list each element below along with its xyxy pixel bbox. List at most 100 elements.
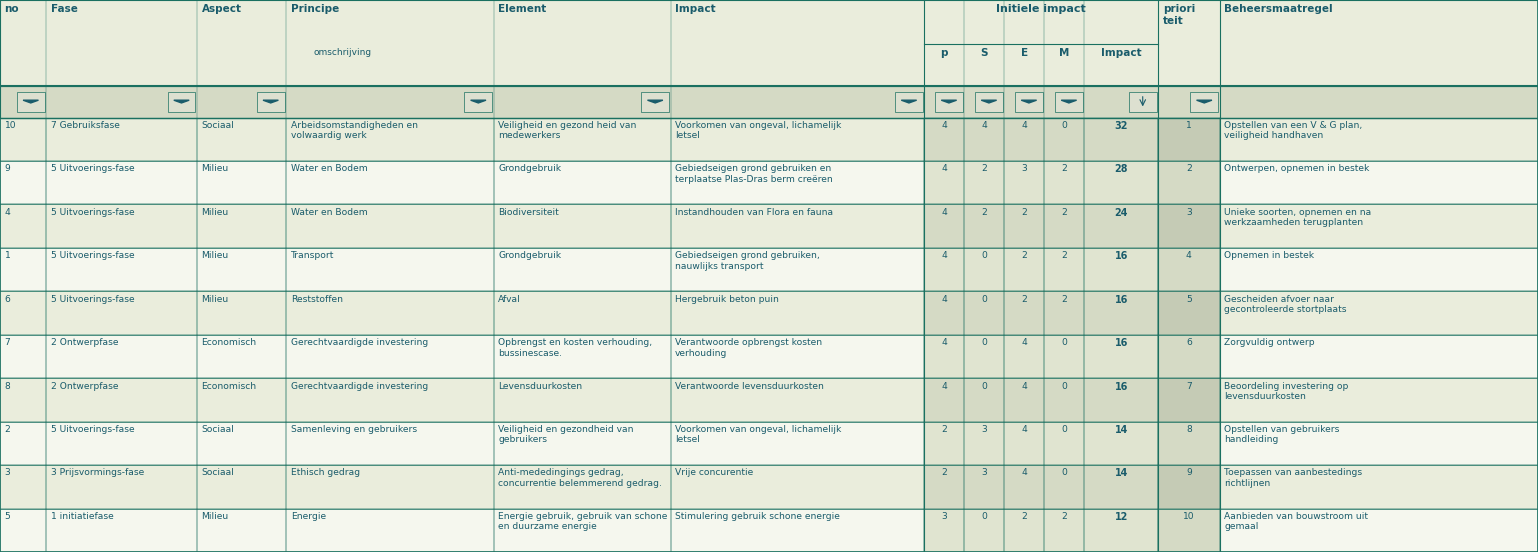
Text: Toepassen van aanbestedings
richtlijnen: Toepassen van aanbestedings richtlijnen bbox=[1224, 469, 1363, 488]
Text: 0: 0 bbox=[981, 512, 987, 521]
Text: 3: 3 bbox=[1186, 208, 1192, 217]
Bar bbox=[924, 291, 1158, 335]
Text: 2: 2 bbox=[981, 164, 987, 173]
Text: 1 initiatiefase: 1 initiatiefase bbox=[51, 512, 114, 521]
Text: 5 Uitvoerings-fase: 5 Uitvoerings-fase bbox=[51, 251, 134, 260]
Text: Aanbieden van bouwstroom uit
gemaal: Aanbieden van bouwstroom uit gemaal bbox=[1224, 512, 1369, 531]
Bar bbox=[1158, 422, 1220, 465]
Text: no: no bbox=[5, 4, 20, 14]
Text: Vrije concurentie: Vrije concurentie bbox=[675, 469, 754, 477]
Text: Verantwoorde levensduurkosten: Verantwoorde levensduurkosten bbox=[675, 381, 824, 391]
Text: 4: 4 bbox=[941, 164, 947, 173]
Text: 2: 2 bbox=[941, 469, 947, 477]
Text: M: M bbox=[1060, 48, 1069, 58]
Text: 2 Ontwerpfase: 2 Ontwerpfase bbox=[51, 338, 118, 347]
Text: priori
teit: priori teit bbox=[1163, 4, 1195, 26]
Text: 2: 2 bbox=[1021, 512, 1027, 521]
Bar bbox=[168, 92, 195, 112]
Text: Sociaal: Sociaal bbox=[201, 121, 234, 130]
Text: 4: 4 bbox=[941, 295, 947, 304]
Text: 9: 9 bbox=[1186, 469, 1192, 477]
Bar bbox=[0, 86, 1538, 118]
Polygon shape bbox=[981, 100, 997, 103]
Text: 2: 2 bbox=[1021, 251, 1027, 260]
Text: 8: 8 bbox=[1186, 425, 1192, 434]
Text: 4: 4 bbox=[941, 381, 947, 391]
Polygon shape bbox=[1021, 100, 1037, 103]
Text: 5 Uitvoerings-fase: 5 Uitvoerings-fase bbox=[51, 208, 134, 217]
Text: p: p bbox=[941, 48, 947, 58]
Text: 4: 4 bbox=[1021, 338, 1027, 347]
Text: 3: 3 bbox=[981, 469, 987, 477]
Text: 2: 2 bbox=[1061, 512, 1067, 521]
Text: 7: 7 bbox=[1186, 381, 1192, 391]
Bar bbox=[924, 248, 1158, 291]
Text: Economisch: Economisch bbox=[201, 338, 257, 347]
Text: Veiligheid en gezond heid van
medewerkers: Veiligheid en gezond heid van medewerker… bbox=[498, 121, 637, 140]
Text: Grondgebruik: Grondgebruik bbox=[498, 164, 561, 173]
Bar bbox=[924, 118, 1158, 161]
Text: 0: 0 bbox=[1061, 425, 1067, 434]
Text: Hergebruik beton puin: Hergebruik beton puin bbox=[675, 295, 780, 304]
Bar bbox=[641, 92, 669, 112]
Text: Sociaal: Sociaal bbox=[201, 425, 234, 434]
Text: 0: 0 bbox=[1061, 338, 1067, 347]
Bar bbox=[1129, 92, 1157, 112]
Text: Grondgebruik: Grondgebruik bbox=[498, 251, 561, 260]
Text: Impact: Impact bbox=[675, 4, 715, 14]
Text: 2: 2 bbox=[1021, 295, 1027, 304]
Text: 2: 2 bbox=[1061, 164, 1067, 173]
Bar bbox=[0, 465, 1538, 508]
Text: Levensduurkosten: Levensduurkosten bbox=[498, 381, 583, 391]
Text: Samenleving en gebruikers: Samenleving en gebruikers bbox=[291, 425, 417, 434]
Text: 4: 4 bbox=[1021, 469, 1027, 477]
Text: 0: 0 bbox=[1061, 121, 1067, 130]
Text: 8: 8 bbox=[5, 381, 11, 391]
Text: Milieu: Milieu bbox=[201, 208, 229, 217]
Text: 0: 0 bbox=[1061, 381, 1067, 391]
Bar bbox=[0, 161, 1538, 204]
Text: Beoordeling investering op
levensduurkosten: Beoordeling investering op levensduurkos… bbox=[1224, 381, 1349, 401]
Text: 4: 4 bbox=[1021, 381, 1027, 391]
Text: 4: 4 bbox=[941, 338, 947, 347]
Bar bbox=[0, 291, 1538, 335]
Text: Economisch: Economisch bbox=[201, 381, 257, 391]
Text: Biodiversiteit: Biodiversiteit bbox=[498, 208, 558, 217]
Text: 5 Uitvoerings-fase: 5 Uitvoerings-fase bbox=[51, 425, 134, 434]
Text: 24: 24 bbox=[1115, 208, 1127, 218]
Text: Water en Bodem: Water en Bodem bbox=[291, 164, 368, 173]
Text: 0: 0 bbox=[981, 295, 987, 304]
Text: Voorkomen van ongeval, lichamelijk
letsel: Voorkomen van ongeval, lichamelijk letse… bbox=[675, 425, 841, 444]
Text: 2: 2 bbox=[1021, 208, 1027, 217]
Polygon shape bbox=[263, 100, 278, 103]
Text: 4: 4 bbox=[981, 121, 987, 130]
Text: Milieu: Milieu bbox=[201, 295, 229, 304]
Text: 0: 0 bbox=[1061, 469, 1067, 477]
Bar bbox=[924, 378, 1158, 422]
Text: 5: 5 bbox=[1186, 295, 1192, 304]
Text: 4: 4 bbox=[941, 208, 947, 217]
Text: Ethisch gedrag: Ethisch gedrag bbox=[291, 469, 360, 477]
Bar bbox=[924, 161, 1158, 204]
Polygon shape bbox=[1197, 100, 1212, 103]
Text: Afval: Afval bbox=[498, 295, 521, 304]
Text: Milieu: Milieu bbox=[201, 164, 229, 173]
Text: 1: 1 bbox=[1186, 121, 1192, 130]
Text: 16: 16 bbox=[1115, 381, 1127, 391]
Text: Opstellen van gebruikers
handleiding: Opstellen van gebruikers handleiding bbox=[1224, 425, 1340, 444]
Bar bbox=[1158, 161, 1220, 204]
Text: Gescheiden afvoer naar
gecontroleerde stortplaats: Gescheiden afvoer naar gecontroleerde st… bbox=[1224, 295, 1347, 314]
Bar bbox=[1158, 335, 1220, 378]
Text: Opnemen in bestek: Opnemen in bestek bbox=[1224, 251, 1315, 260]
Text: 6: 6 bbox=[1186, 338, 1192, 347]
Bar bbox=[924, 465, 1158, 508]
Text: 5: 5 bbox=[5, 512, 11, 521]
Bar bbox=[0, 378, 1538, 422]
Polygon shape bbox=[647, 100, 663, 103]
Text: 2 Ontwerpfase: 2 Ontwerpfase bbox=[51, 381, 118, 391]
Bar bbox=[1158, 291, 1220, 335]
Text: 0: 0 bbox=[981, 251, 987, 260]
Bar bbox=[464, 92, 492, 112]
Text: Instandhouden van Flora en fauna: Instandhouden van Flora en fauna bbox=[675, 208, 834, 217]
Bar bbox=[1055, 92, 1083, 112]
